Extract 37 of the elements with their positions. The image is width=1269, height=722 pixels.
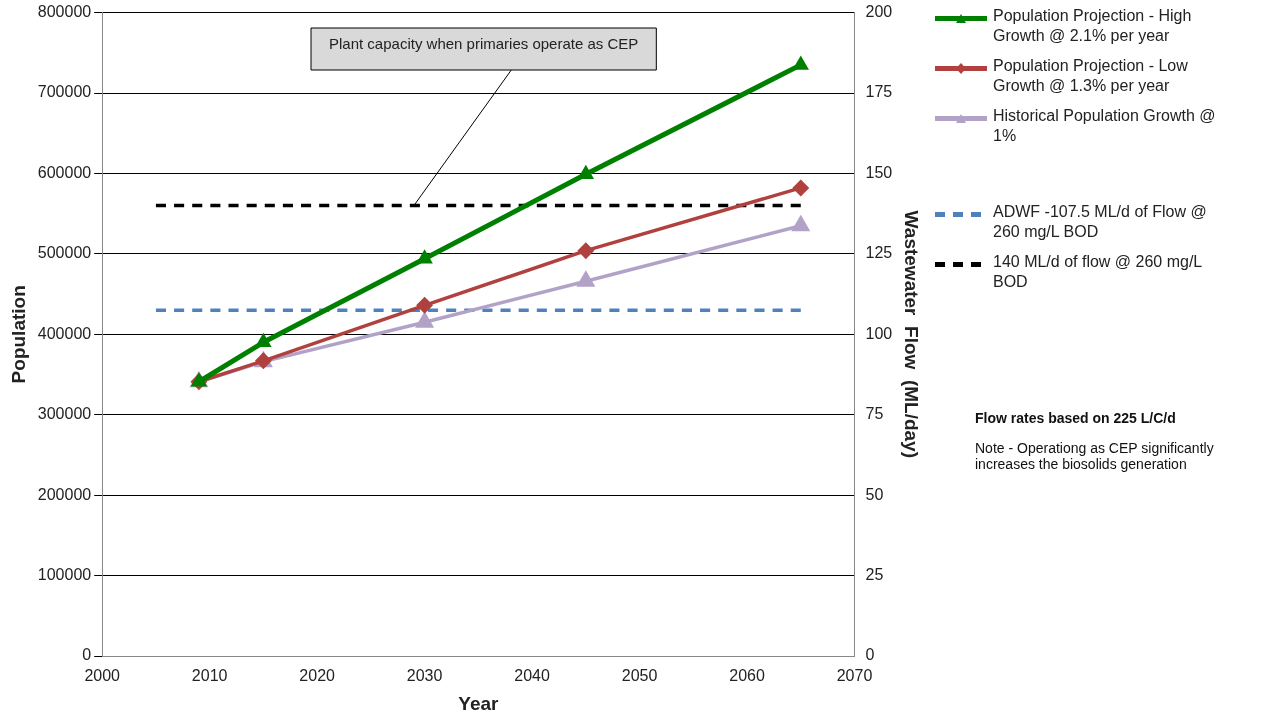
x-tick-label: 2040 (514, 667, 550, 685)
y-tick-label: 600000 (37, 163, 92, 181)
x-tick-label: 2050 (621, 667, 658, 685)
legend-label: 140 ML/d of flow @ 260 mg/L BOD (993, 252, 1203, 292)
y-tick-label: 500000 (37, 244, 92, 262)
y2-tick-label: 75 (865, 405, 884, 423)
y2-axis-title: Wastewater Flow (ML/day) (901, 210, 923, 458)
y2-tick-label: 175 (865, 83, 893, 101)
legend-label: Population Projection - Low Growth @ 1.3% per year (993, 56, 1189, 96)
y2-tick-label: 125 (865, 244, 893, 262)
y2-tick-label: 100 (865, 324, 893, 342)
y-tick-label: 400000 (37, 324, 92, 342)
y-axis-title: Population (7, 285, 29, 384)
x-tick-label: 2060 (729, 667, 765, 685)
legend-label: Historical Population Growth @ 1% (993, 106, 1217, 146)
text: Note - Operationg as CEP significantly increases the biosolids generation (975, 440, 1215, 472)
y-tick-label: 700000 (37, 83, 92, 101)
x-tick-label: 2020 (299, 667, 336, 685)
y-tick-label: 0 (82, 646, 92, 664)
y2-tick-label: 50 (865, 485, 884, 503)
annotation: Plant capacity when primaries operate as CEP (329, 35, 639, 53)
x-axis-title: Year (458, 692, 500, 714)
x-tick-label: 2010 (191, 667, 228, 685)
y-tick-label: 300000 (37, 405, 92, 423)
y-tick-label: 200000 (37, 485, 92, 503)
legend-label: Population Projection - High Growth @ 2.1% per year (993, 6, 1193, 46)
y-tick-label: 100000 (37, 565, 92, 583)
x-tick-label: 2070 (836, 667, 873, 685)
y2-tick-label: 25 (865, 565, 884, 583)
legend-label: ADWF -107.5 ML/d of Flow @ 260 mg/L BOD (993, 202, 1208, 242)
y2-tick-label: 150 (865, 163, 893, 181)
x-tick-label: 2000 (84, 667, 121, 685)
y2-tick-label: 200 (865, 3, 893, 21)
text: Flow rates based on 225 L/C/d (975, 410, 1177, 426)
y-tick-label: 800000 (37, 3, 92, 21)
y2-tick-label: 0 (865, 646, 875, 664)
x-tick-label: 2030 (406, 667, 443, 685)
